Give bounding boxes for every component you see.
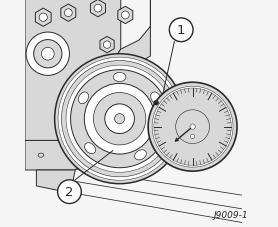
Ellipse shape [85,143,96,154]
Circle shape [154,101,158,106]
Polygon shape [25,141,84,170]
Ellipse shape [38,153,44,158]
Circle shape [55,54,185,184]
Polygon shape [36,170,75,193]
Ellipse shape [113,73,126,82]
Circle shape [121,12,129,20]
Circle shape [103,42,111,49]
Ellipse shape [78,93,88,104]
Circle shape [154,89,231,166]
Circle shape [152,87,233,167]
Circle shape [58,58,181,180]
Polygon shape [118,7,133,25]
Circle shape [148,83,237,171]
Polygon shape [61,5,76,22]
Circle shape [71,70,169,168]
Text: 1: 1 [177,24,185,37]
Circle shape [176,110,210,144]
Circle shape [84,84,155,154]
Circle shape [61,61,178,177]
Polygon shape [100,37,114,54]
Polygon shape [25,0,121,148]
Circle shape [39,14,47,22]
Circle shape [26,33,70,76]
Circle shape [190,135,195,139]
Circle shape [190,124,195,130]
Circle shape [41,48,54,61]
Polygon shape [89,0,150,91]
Circle shape [93,93,146,145]
Polygon shape [93,61,121,102]
Circle shape [94,5,102,13]
Polygon shape [35,9,51,27]
Polygon shape [90,0,105,18]
Circle shape [64,10,72,17]
Circle shape [58,180,81,204]
Ellipse shape [135,150,147,160]
Circle shape [66,66,173,173]
Circle shape [169,19,193,42]
Circle shape [115,114,125,124]
Ellipse shape [151,93,161,104]
Circle shape [34,40,62,69]
Circle shape [105,104,135,134]
Text: J9009-1: J9009-1 [214,210,249,219]
Text: 2: 2 [65,185,74,198]
